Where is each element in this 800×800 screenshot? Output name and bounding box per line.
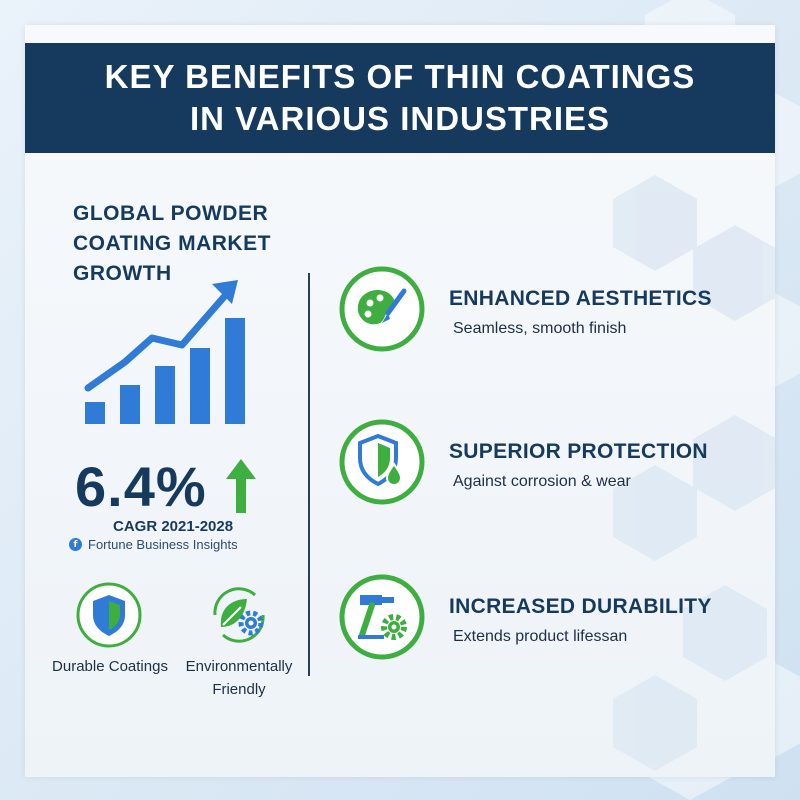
infographic-card: KEY BENEFITS OF THIN COATINGS IN VARIOUS… [25, 25, 775, 777]
benefit-title-durability: INCREASED DURABILITY [449, 595, 712, 618]
source-credit: f Fortune Business Insights [69, 537, 238, 552]
source-label: Fortune Business Insights [88, 537, 238, 552]
growth-bar-5 [225, 318, 245, 424]
palette-brush-icon [339, 266, 425, 352]
growth-trend-arrowhead [212, 280, 238, 304]
benefit-title-aesthetics: ENHANCED AESTHETICS [449, 287, 712, 310]
growth-bar-1 [85, 402, 105, 424]
feature-label-environment: Environmentally Friendly [185, 658, 293, 698]
growth-value: 6.4% [75, 455, 207, 518]
benefit-desc-aesthetics: Seamless, smooth finish [453, 320, 627, 337]
bar-chart-growth-icon [84, 280, 245, 424]
benefit-title-protection: SUPERIOR PROTECTION [449, 440, 708, 463]
growth-bar-3 [155, 366, 175, 424]
benefit-desc-durability: Extends product lifessan [453, 628, 628, 645]
market-growth-title: GLOBAL POWDER COATING MARKET GROWTH [73, 202, 271, 285]
growth-bar-2 [120, 385, 140, 424]
growth-trend-line [84, 286, 234, 392]
card-hexagon-pattern [613, 175, 775, 771]
leaf-gear-icon [213, 587, 265, 643]
feature-label-durable: Durable Coatings [52, 658, 168, 675]
cagr-period: CAGR 2021-2028 [113, 518, 234, 535]
shield-icon [76, 582, 142, 648]
hammer-gear-icon [339, 574, 425, 660]
header-banner: KEY BENEFITS OF THIN COATINGS IN VARIOUS… [25, 43, 775, 153]
page-title: KEY BENEFITS OF THIN COATINGS IN VARIOUS… [104, 58, 696, 137]
growth-bar-4 [190, 348, 210, 424]
benefit-desc-protection: Against corrosion & wear [453, 473, 631, 490]
column-divider [308, 273, 310, 676]
source-logo-icon: f [69, 538, 82, 551]
up-arrow-icon [226, 459, 256, 513]
shield-drop-icon [339, 419, 425, 505]
